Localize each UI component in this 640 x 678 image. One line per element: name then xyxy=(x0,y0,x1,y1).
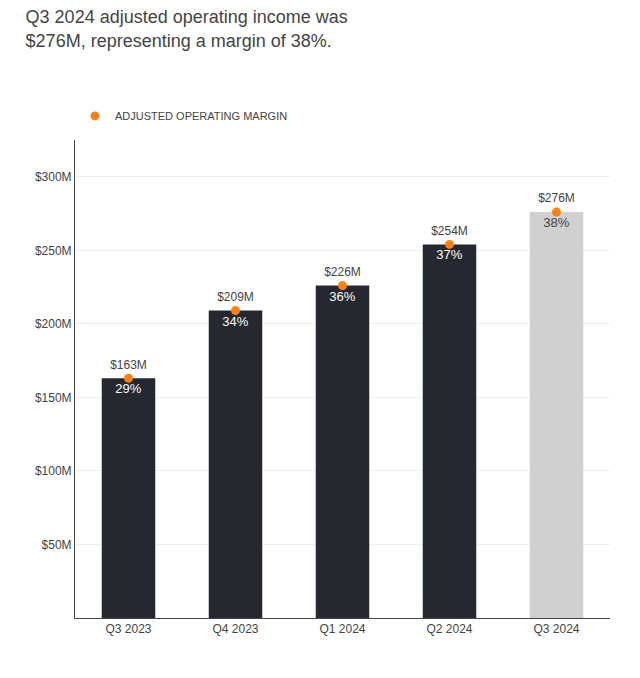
svg-text:36%: 36% xyxy=(329,289,355,304)
svg-text:$276M: $276M xyxy=(538,191,575,205)
svg-text:$163M: $163M xyxy=(110,358,147,372)
svg-text:$226M: $226M xyxy=(324,265,361,279)
svg-text:$209M: $209M xyxy=(217,290,254,304)
svg-text:$300M: $300M xyxy=(35,170,72,184)
svg-text:38%: 38% xyxy=(543,215,569,230)
svg-text:$200M: $200M xyxy=(35,317,72,331)
svg-text:29%: 29% xyxy=(115,381,141,396)
svg-text:$50M: $50M xyxy=(42,538,72,552)
svg-text:$100M: $100M xyxy=(35,464,72,478)
svg-text:Q1 2024: Q1 2024 xyxy=(319,622,365,636)
svg-text:ADJUSTED OPERATING MARGIN: ADJUSTED OPERATING MARGIN xyxy=(115,110,287,122)
svg-text:34%: 34% xyxy=(222,314,248,329)
svg-text:Q3 2023: Q3 2023 xyxy=(105,622,151,636)
svg-text:$250M: $250M xyxy=(35,244,72,258)
svg-text:$254M: $254M xyxy=(431,224,468,238)
svg-text:37%: 37% xyxy=(436,247,462,262)
svg-text:Q2 2024: Q2 2024 xyxy=(426,622,472,636)
svg-text:Q3 2024 adjusted operating inc: Q3 2024 adjusted operating income was$27… xyxy=(26,7,348,50)
svg-text:Q3 2024: Q3 2024 xyxy=(533,622,579,636)
svg-text:Q4 2023: Q4 2023 xyxy=(212,622,258,636)
svg-text:$150M: $150M xyxy=(35,391,72,405)
